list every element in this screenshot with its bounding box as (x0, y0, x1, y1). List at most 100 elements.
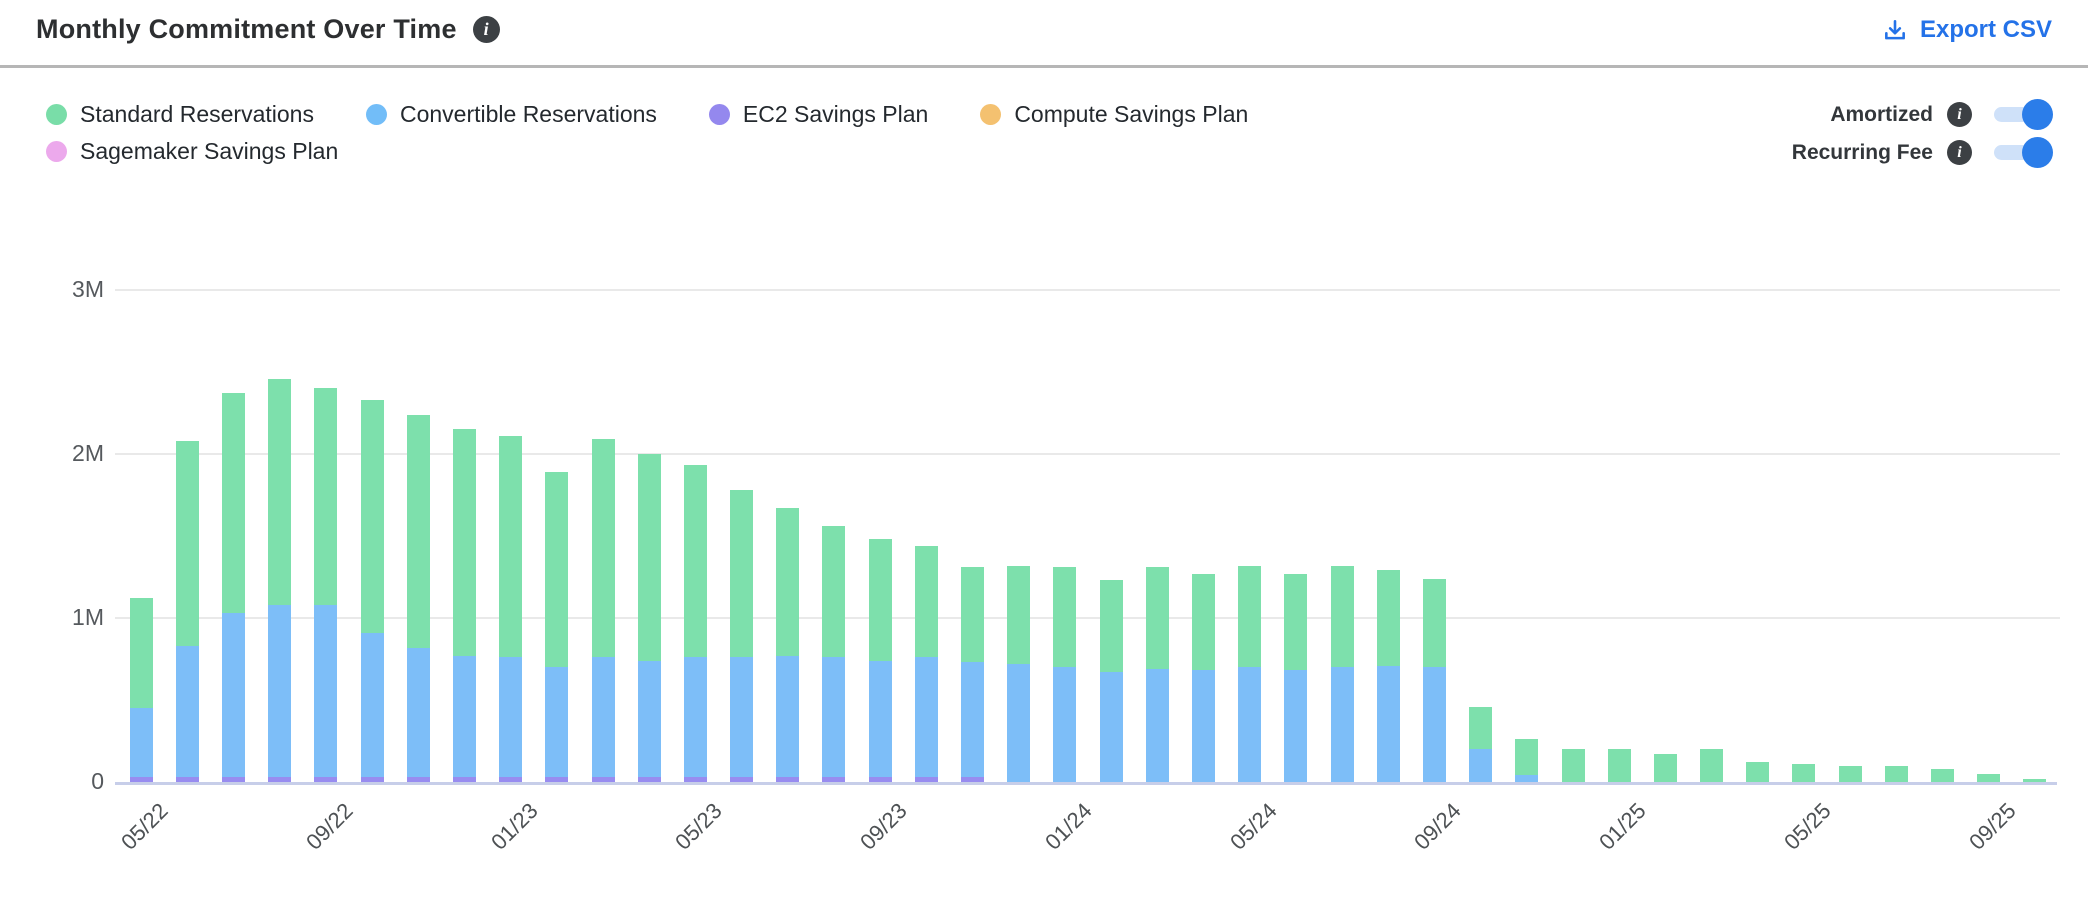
bar-08/24-convertible-reservations[interactable] (1376, 665, 1400, 782)
bar-01/25-standard-reservations[interactable] (1607, 749, 1631, 782)
bar-02/23-convertible-reservations[interactable] (545, 667, 569, 778)
bar-11/22-standard-reservations[interactable] (406, 414, 430, 648)
bar-03/23-ec2-savings-plan[interactable] (591, 777, 615, 782)
bar-01/24-standard-reservations[interactable] (1053, 567, 1077, 668)
bar-08/23-standard-reservations[interactable] (822, 526, 846, 658)
bar-04/24-convertible-reservations[interactable] (1191, 670, 1215, 782)
legend-item-compute-savings-plan[interactable]: Compute Savings Plan (980, 96, 1248, 133)
bar-01/23-convertible-reservations[interactable] (499, 657, 523, 778)
bar-09/23-convertible-reservations[interactable] (868, 660, 892, 778)
bar-07/24-standard-reservations[interactable] (1330, 565, 1354, 668)
info-icon[interactable]: i (1947, 102, 1972, 127)
bar-08/22-standard-reservations[interactable] (268, 378, 292, 605)
legend-item-ec2-savings-plan[interactable]: EC2 Savings Plan (708, 96, 928, 133)
bar-07/23-ec2-savings-plan[interactable] (776, 777, 800, 782)
bar-10/24-standard-reservations[interactable] (1469, 706, 1493, 750)
bar-10/25-standard-reservations[interactable] (2023, 778, 2047, 782)
bar-01/23-standard-reservations[interactable] (499, 435, 523, 658)
bar-07/22-convertible-reservations[interactable] (221, 613, 245, 778)
bar-07/22-standard-reservations[interactable] (221, 393, 245, 614)
bar-07/23-standard-reservations[interactable] (776, 508, 800, 656)
bar-12/23-standard-reservations[interactable] (1007, 565, 1031, 664)
toggle-switch-recurring-fee[interactable] (1994, 137, 2053, 168)
info-icon[interactable]: i (1947, 140, 1972, 165)
bar-11/24-standard-reservations[interactable] (1515, 739, 1539, 776)
bar-06/23-ec2-savings-plan[interactable] (730, 777, 754, 782)
bar-10/23-ec2-savings-plan[interactable] (914, 777, 938, 782)
bar-03/24-standard-reservations[interactable] (1145, 567, 1169, 669)
bar-06/22-standard-reservations[interactable] (175, 440, 199, 646)
bar-05/25-standard-reservations[interactable] (1792, 763, 1816, 782)
legend-item-standard-reservations[interactable]: Standard Reservations (46, 96, 314, 133)
title-info-icon[interactable]: i (472, 16, 500, 43)
bar-06/24-standard-reservations[interactable] (1284, 573, 1308, 671)
bar-03/23-convertible-reservations[interactable] (591, 657, 615, 778)
bar-08/22-ec2-savings-plan[interactable] (268, 777, 292, 782)
bar-04/23-standard-reservations[interactable] (637, 454, 661, 661)
bar-07/25-standard-reservations[interactable] (1884, 765, 1908, 782)
bar-06/25-standard-reservations[interactable] (1838, 765, 1862, 782)
bar-11/22-ec2-savings-plan[interactable] (406, 777, 430, 782)
bar-08/25-standard-reservations[interactable] (1931, 768, 1955, 782)
bar-10/23-standard-reservations[interactable] (914, 545, 938, 658)
bar-12/22-standard-reservations[interactable] (452, 429, 476, 656)
bar-10/22-ec2-savings-plan[interactable] (360, 777, 384, 782)
bar-10/22-convertible-reservations[interactable] (360, 632, 384, 778)
bar-01/23-ec2-savings-plan[interactable] (499, 777, 523, 782)
bar-09/24-standard-reservations[interactable] (1422, 578, 1446, 668)
bar-09/22-standard-reservations[interactable] (314, 388, 338, 605)
bar-04/23-ec2-savings-plan[interactable] (637, 777, 661, 782)
bar-02/25-standard-reservations[interactable] (1653, 754, 1677, 782)
bar-05/22-standard-reservations[interactable] (129, 598, 153, 709)
bar-05/23-convertible-reservations[interactable] (683, 657, 707, 778)
bar-06/22-convertible-reservations[interactable] (175, 645, 199, 778)
bar-01/24-convertible-reservations[interactable] (1053, 667, 1077, 782)
bar-09/22-ec2-savings-plan[interactable] (314, 777, 338, 782)
bar-10/22-standard-reservations[interactable] (360, 399, 384, 633)
bar-02/23-ec2-savings-plan[interactable] (545, 777, 569, 782)
legend-item-sagemaker-savings-plan[interactable]: Sagemaker Savings Plan (46, 133, 338, 170)
bar-07/22-ec2-savings-plan[interactable] (221, 777, 245, 782)
bar-11/23-standard-reservations[interactable] (961, 567, 985, 663)
bar-09/23-ec2-savings-plan[interactable] (868, 777, 892, 782)
bar-12/23-convertible-reservations[interactable] (1007, 663, 1031, 782)
bar-04/25-standard-reservations[interactable] (1746, 762, 1770, 782)
bar-10/24-convertible-reservations[interactable] (1469, 749, 1493, 782)
bar-08/22-convertible-reservations[interactable] (268, 604, 292, 778)
bar-08/24-standard-reservations[interactable] (1376, 570, 1400, 666)
bar-05/23-standard-reservations[interactable] (683, 465, 707, 658)
bar-06/22-ec2-savings-plan[interactable] (175, 777, 199, 782)
bar-04/24-standard-reservations[interactable] (1191, 573, 1215, 671)
bar-08/23-convertible-reservations[interactable] (822, 657, 846, 778)
bar-09/25-standard-reservations[interactable] (1977, 773, 2001, 782)
bar-03/23-standard-reservations[interactable] (591, 439, 615, 658)
bar-06/23-standard-reservations[interactable] (730, 490, 754, 658)
bar-07/24-convertible-reservations[interactable] (1330, 667, 1354, 782)
bar-12/22-convertible-reservations[interactable] (452, 655, 476, 778)
bar-06/24-convertible-reservations[interactable] (1284, 670, 1308, 782)
bar-02/24-convertible-reservations[interactable] (1099, 672, 1123, 782)
bar-06/23-convertible-reservations[interactable] (730, 657, 754, 778)
bar-11/22-convertible-reservations[interactable] (406, 647, 430, 778)
bar-07/23-convertible-reservations[interactable] (776, 655, 800, 778)
bar-09/23-standard-reservations[interactable] (868, 539, 892, 661)
toggle-switch-amortized[interactable] (1994, 99, 2053, 130)
bar-03/25-standard-reservations[interactable] (1700, 749, 1724, 782)
bar-12/22-ec2-savings-plan[interactable] (452, 777, 476, 782)
bar-08/23-ec2-savings-plan[interactable] (822, 777, 846, 782)
bar-05/23-ec2-savings-plan[interactable] (683, 777, 707, 782)
export-csv-button[interactable]: Export CSV (1882, 16, 2052, 44)
bar-05/24-convertible-reservations[interactable] (1238, 667, 1262, 782)
bar-03/24-convertible-reservations[interactable] (1145, 668, 1169, 782)
bar-11/23-ec2-savings-plan[interactable] (961, 777, 985, 782)
bar-12/24-standard-reservations[interactable] (1561, 749, 1585, 782)
bar-11/23-convertible-reservations[interactable] (961, 662, 985, 778)
bar-04/23-convertible-reservations[interactable] (637, 660, 661, 778)
bar-09/24-convertible-reservations[interactable] (1422, 667, 1446, 782)
bar-02/24-standard-reservations[interactable] (1099, 580, 1123, 673)
bar-09/22-convertible-reservations[interactable] (314, 604, 338, 778)
bar-02/23-standard-reservations[interactable] (545, 472, 569, 668)
bar-10/23-convertible-reservations[interactable] (914, 657, 938, 778)
bar-05/22-ec2-savings-plan[interactable] (129, 777, 153, 782)
legend-item-convertible-reservations[interactable]: Convertible Reservations (365, 96, 657, 133)
